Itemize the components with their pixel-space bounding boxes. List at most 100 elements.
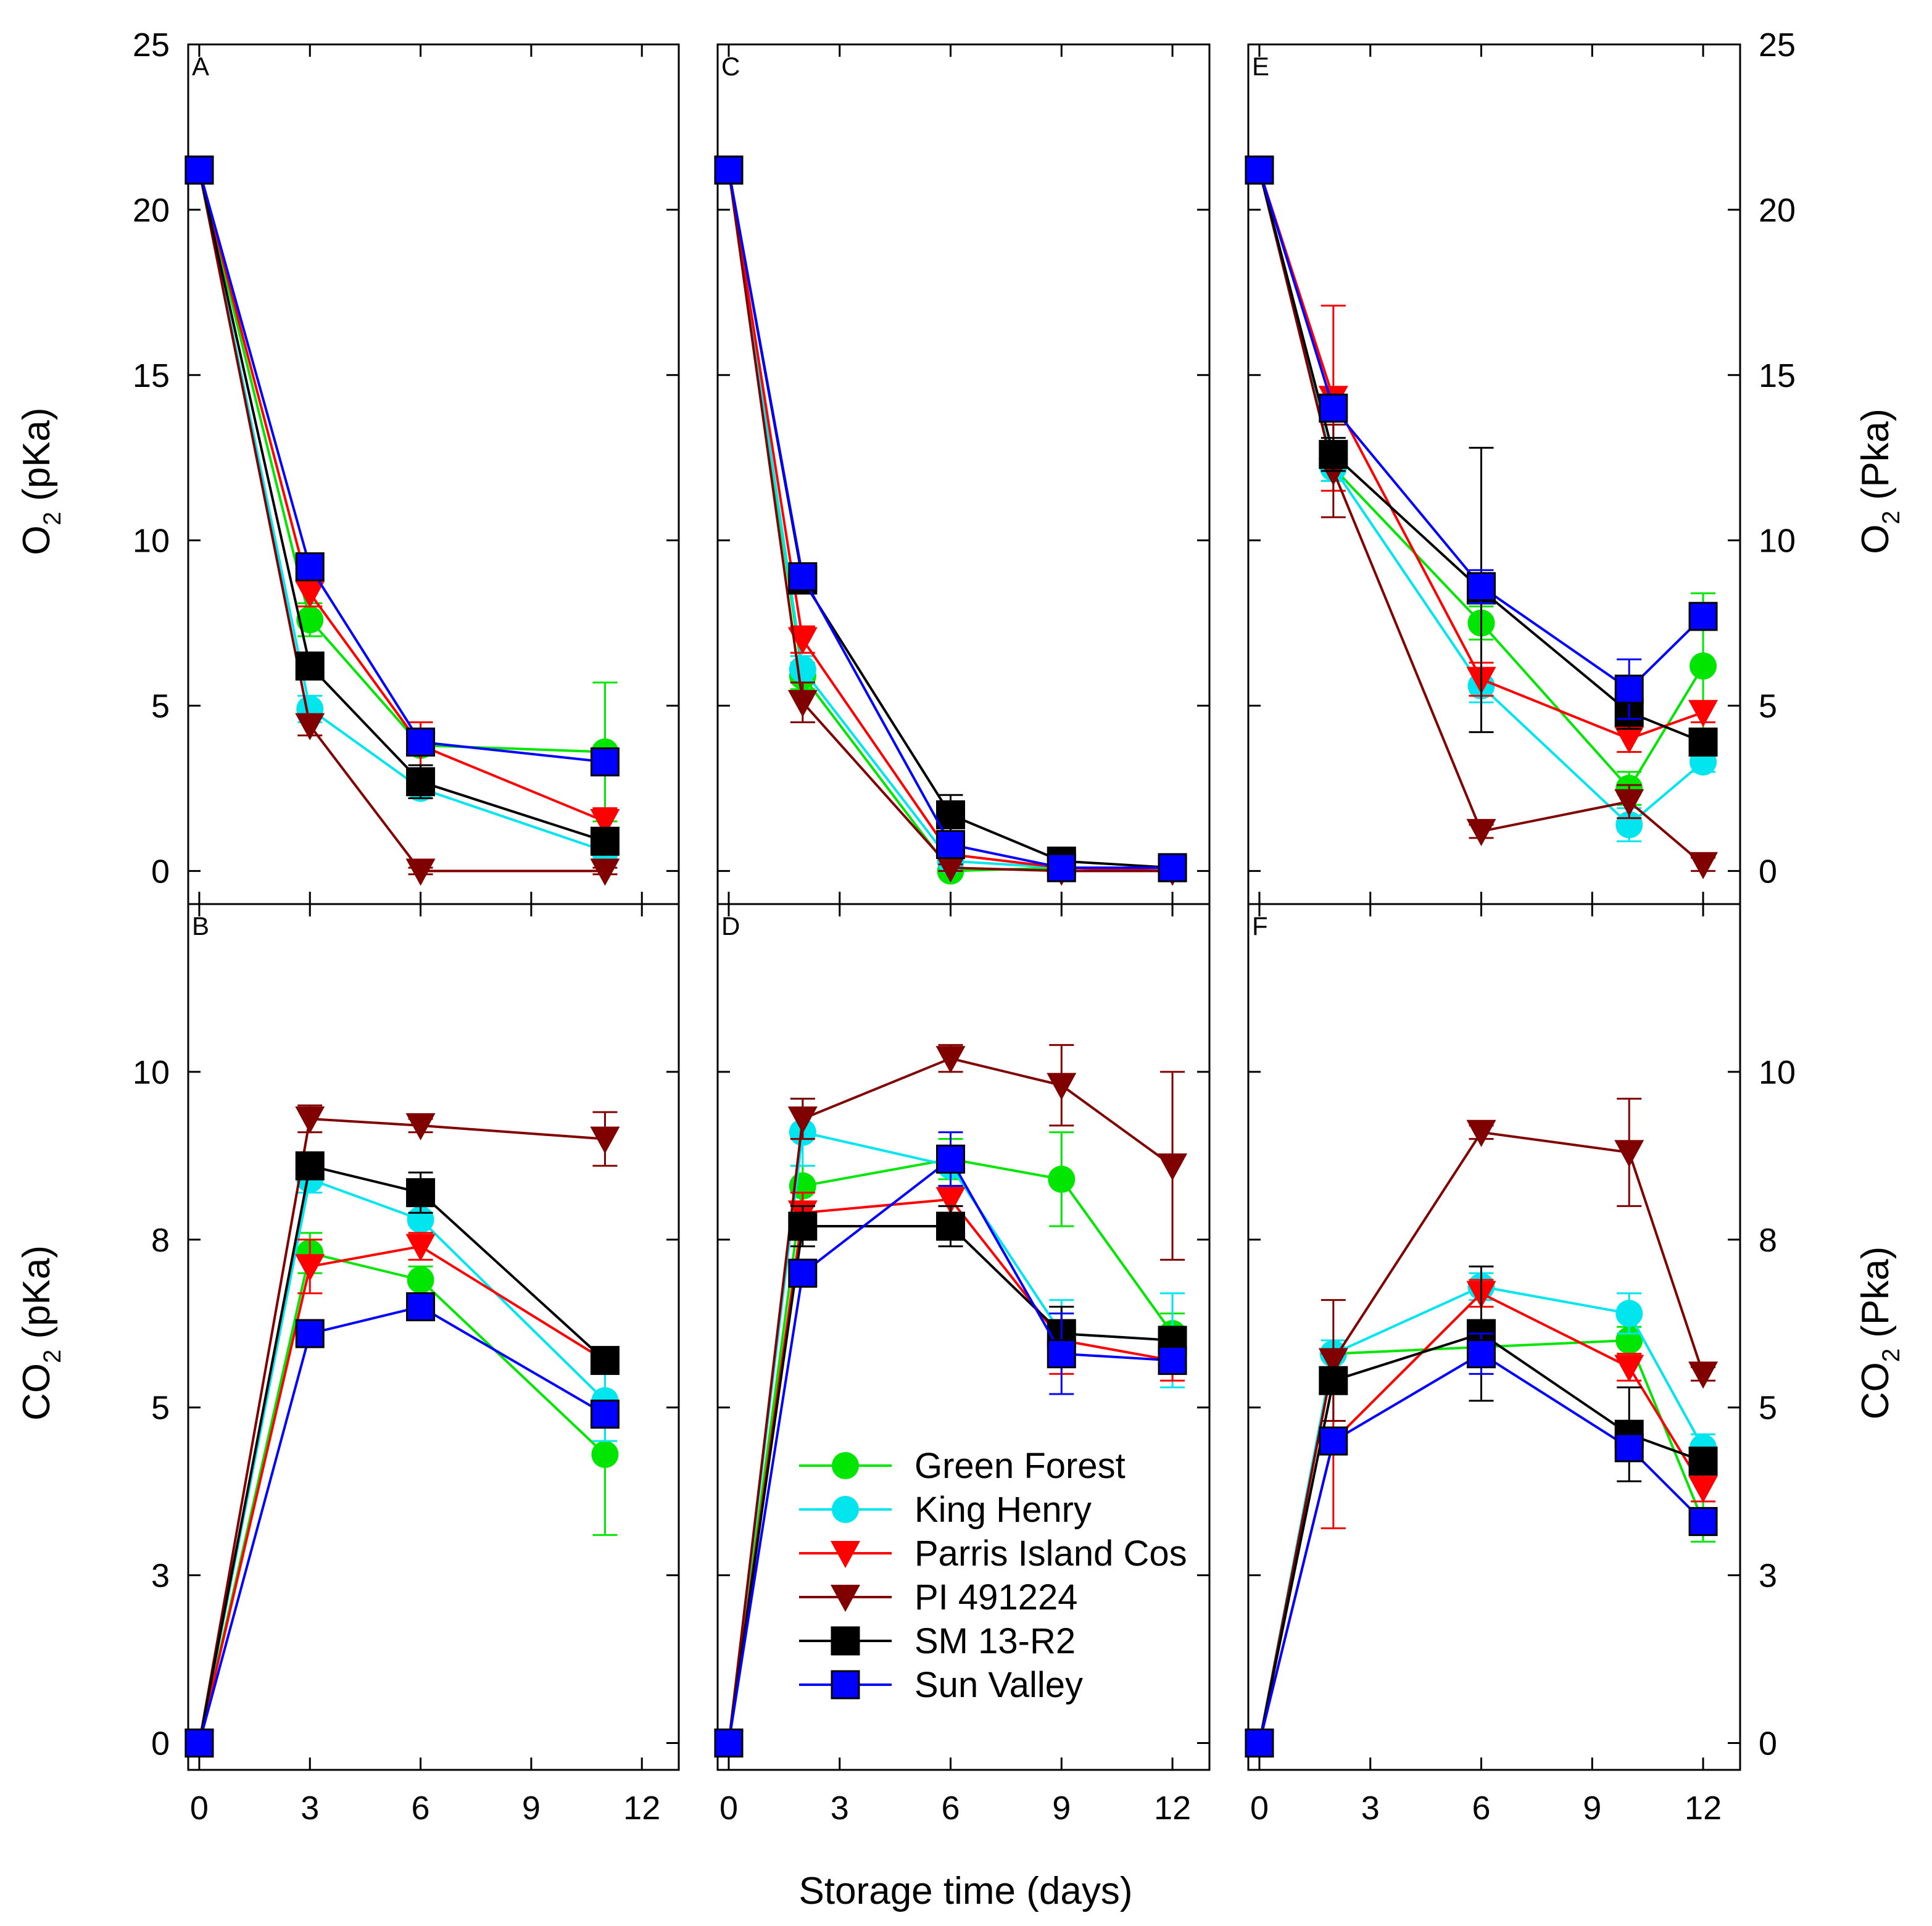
y-tick-label: 8 <box>151 1222 170 1259</box>
series-sun-valley <box>1245 1332 1718 1758</box>
data-point <box>936 1211 966 1241</box>
series-line <box>197 170 606 853</box>
legend-marker <box>831 1585 860 1612</box>
y-axis-title-o2-right: O2 (Pka) <box>1854 409 1905 554</box>
data-point <box>1615 1300 1643 1327</box>
series-king-henry <box>185 1164 619 1757</box>
data-point <box>935 1187 966 1214</box>
data-point <box>405 1234 436 1261</box>
data-point <box>1319 1426 1348 1456</box>
legend-marker <box>832 1496 859 1523</box>
data-point <box>407 1266 434 1294</box>
data-point <box>1047 853 1076 882</box>
data-point <box>1466 1119 1496 1147</box>
data-point <box>406 767 436 797</box>
data-point <box>296 606 324 634</box>
data-point <box>789 655 816 683</box>
x-tick-label: 12 <box>1685 1790 1722 1827</box>
data-point <box>714 1728 744 1758</box>
x-tick-label: 9 <box>1583 1790 1601 1827</box>
panel-letter: E <box>1252 52 1269 81</box>
data-point <box>1614 726 1644 754</box>
panel-E: E 0 5 10 15 20 25 <box>1244 27 1796 905</box>
data-point <box>295 1106 325 1134</box>
series-line <box>197 1245 606 1743</box>
y-tick-label: 10 <box>133 523 170 560</box>
y-title-rest: (Pka) <box>1854 1247 1897 1348</box>
data-point <box>591 1440 619 1468</box>
series-sm-13-r2 <box>1245 156 1718 757</box>
data-point <box>1614 1433 1644 1463</box>
data-point <box>1245 1728 1274 1758</box>
series-line <box>197 170 606 843</box>
series-line <box>727 170 1173 873</box>
data-point <box>590 1400 620 1429</box>
legend-item: Green Forest <box>799 1446 1126 1486</box>
x-tick-label: 12 <box>623 1790 660 1827</box>
data-point <box>1614 675 1644 704</box>
data-point <box>590 858 620 886</box>
data-point <box>184 1728 214 1758</box>
data-point <box>787 690 818 718</box>
legend-item: PI 491224 <box>799 1577 1077 1617</box>
data-point <box>405 858 436 886</box>
data-point <box>1688 602 1718 631</box>
panel-letter: D <box>721 911 740 940</box>
legend-label: Green Forest <box>914 1446 1126 1486</box>
series-sun-valley <box>714 1131 1187 1758</box>
series-line <box>197 170 606 823</box>
y-tick-label: 3 <box>151 1558 170 1595</box>
data-point <box>405 1113 436 1140</box>
y-title-sub: 2 <box>1878 1348 1905 1362</box>
panel-B: B 0 3 5 8 10 0 3 6 9 12 <box>133 903 680 1827</box>
series-pi-491224 <box>1244 1097 1718 1758</box>
data-point <box>590 826 620 856</box>
legend-label: Parris Island Cos <box>914 1534 1187 1574</box>
panel-C: C <box>713 43 1211 905</box>
data-point <box>788 1258 818 1288</box>
x-tick-label: 0 <box>1250 1790 1269 1827</box>
y-tick-label: 0 <box>1759 1725 1777 1762</box>
legend-item: Parris Island Cos <box>799 1534 1187 1574</box>
x-tick-label: 0 <box>719 1790 738 1827</box>
y-tick-label: 20 <box>133 192 170 229</box>
legend-label: PI 491224 <box>914 1577 1077 1617</box>
data-point <box>787 1106 818 1134</box>
data-point <box>1688 700 1718 728</box>
data-point <box>295 1151 325 1181</box>
y-tick-label: 10 <box>1759 523 1796 560</box>
y-tick-label: 25 <box>133 27 170 64</box>
data-point <box>1614 789 1644 816</box>
data-point <box>1688 727 1718 757</box>
series-parris-island-cos <box>184 157 620 837</box>
series-line <box>197 1251 606 1743</box>
x-tick-label: 6 <box>412 1790 430 1827</box>
series-sun-valley <box>184 1292 620 1758</box>
series-sun-valley <box>1245 156 1718 720</box>
panel-frame <box>716 903 1211 1771</box>
data-point <box>1689 652 1717 680</box>
legend-marker <box>831 1541 860 1568</box>
panel-frame <box>716 43 1211 905</box>
data-point <box>406 727 436 757</box>
series-line <box>727 170 1173 873</box>
series-sun-valley <box>714 156 1187 882</box>
data-point <box>406 1178 436 1208</box>
y-tick-label: 0 <box>1759 853 1777 890</box>
series-king-henry <box>185 156 619 865</box>
series-line <box>197 1164 606 1743</box>
data-point <box>1688 1361 1718 1389</box>
data-point <box>295 552 325 582</box>
series-line <box>198 170 605 763</box>
panel-A: A 0 5 10 15 20 25 <box>133 27 680 905</box>
y-title-main: CO <box>1854 1362 1897 1419</box>
x-axis-title: Storage time (days) <box>799 1870 1133 1912</box>
y-tick-label: 5 <box>1759 688 1777 725</box>
y-title-main: CO <box>15 1363 58 1421</box>
data-point <box>787 627 818 655</box>
x-tick-label: 3 <box>831 1790 849 1827</box>
data-point <box>1158 853 1187 882</box>
legend-marker <box>831 1626 860 1656</box>
